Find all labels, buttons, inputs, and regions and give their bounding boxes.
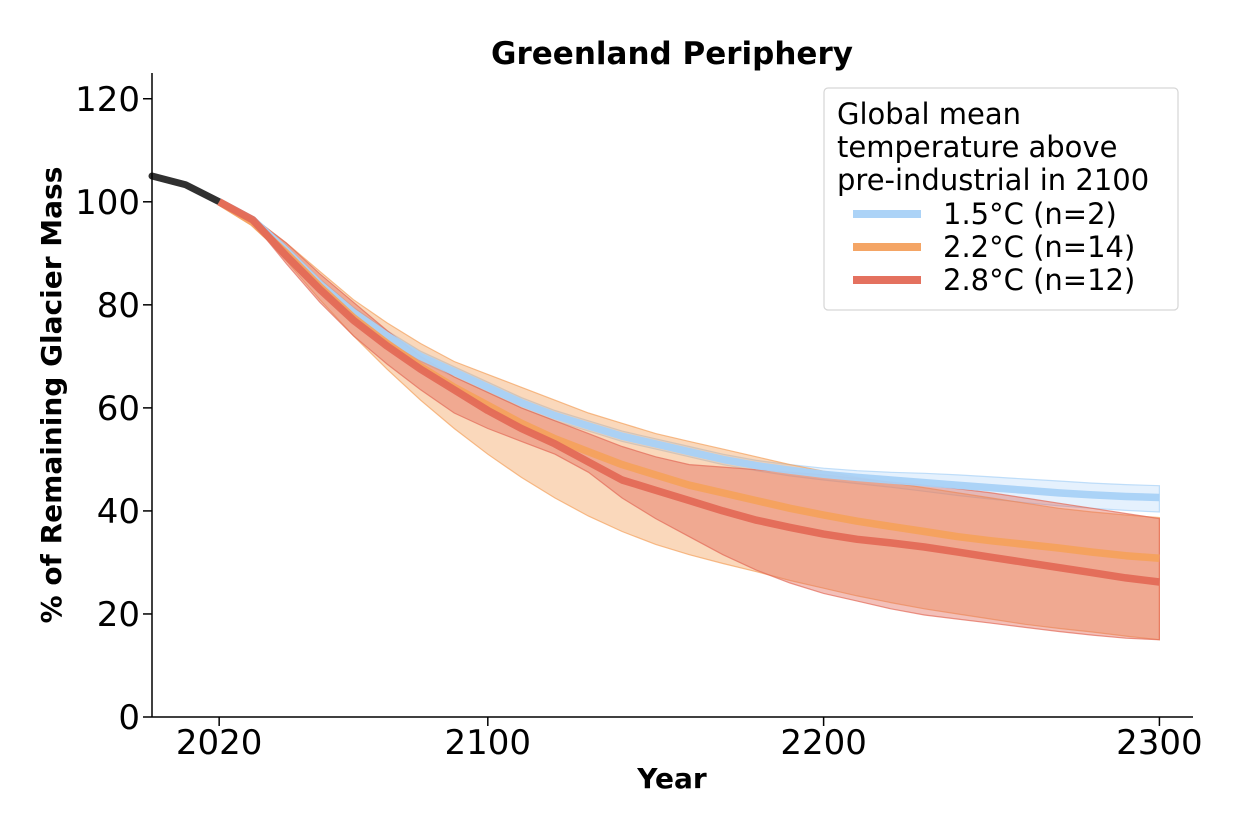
series-line-1 [217, 198, 1160, 502]
legend: Global mean temperature above pre-indust… [823, 87, 1179, 311]
x-tick-label: 2200 [780, 723, 867, 763]
axes [151, 73, 1193, 718]
y-tick-label: 20 [97, 595, 140, 635]
series-line-3 [217, 198, 1160, 586]
x-axis-label: Year [636, 762, 707, 795]
x-ticks: 2020 2100 2200 2300 [176, 717, 1203, 763]
y-tick-label: 100 [75, 183, 140, 223]
legend-title-line-2: temperature above [837, 130, 1117, 164]
legend-label-1: 1.5°C (n=2) [943, 197, 1117, 231]
y-tick-label: 60 [97, 389, 140, 429]
legend-label-2: 2.2°C (n=14) [943, 230, 1135, 264]
legend-title-line-3: pre-industrial in 2100 [837, 163, 1149, 197]
x-tick-label: 2100 [445, 723, 532, 763]
legend-label-3: 2.8°C (n=12) [943, 263, 1135, 297]
y-tick-label: 40 [97, 492, 140, 532]
y-tick-label: 120 [75, 80, 140, 120]
series-lines [148, 172, 1160, 586]
legend-frame [823, 87, 1179, 311]
historical-line [148, 172, 223, 206]
chart-title: Greenland Periphery [491, 36, 853, 72]
x-tick-label: 2020 [176, 723, 263, 763]
y-ticks: 0 20 40 60 80 100 120 [75, 80, 152, 738]
y-axis-label: % of Remaining Glacier Mass [35, 167, 68, 624]
x-tick-label: 2300 [1116, 723, 1203, 763]
y-tick-label: 80 [97, 286, 140, 326]
legend-entries: 1.5°C (n=2)2.2°C (n=14)2.8°C (n=12) [853, 197, 1135, 297]
y-tick-label: 0 [118, 698, 140, 738]
legend-title-line-1: Global mean [837, 97, 1021, 131]
